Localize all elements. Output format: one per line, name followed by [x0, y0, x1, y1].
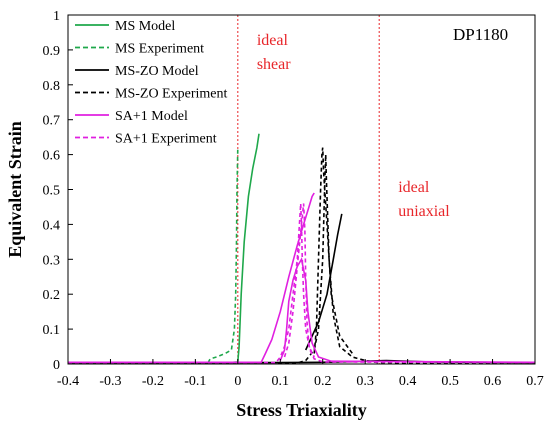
legend-label-2: MS-ZO Model: [115, 64, 199, 79]
y-tick-label-4: 0.4: [43, 218, 61, 233]
series-line-5-b: [283, 203, 315, 358]
x-tick-label-9: 0.5: [441, 374, 459, 389]
x-tick-label-8: 0.4: [399, 374, 417, 389]
x-tick-label-6: 0.2: [314, 374, 332, 389]
legend-label-5: SA+1 Experiment: [115, 132, 217, 147]
axis-ticks: -0.4 -0.3 -0.2 -0.1 0 0.1 0.2 0.3 0.4 0.5 0.6 0.7 0 0…: [43, 9, 544, 389]
y-tick-label-5: 0.5: [43, 184, 61, 199]
series-line-1: [68, 147, 239, 364]
legend: MS Model MS Experiment MS-ZO Model MS-ZO Ex…: [75, 19, 227, 147]
series-line-4: [68, 192, 315, 364]
reference-label-1-1: uniaxial: [398, 203, 450, 220]
reference-label-0-1: shear: [257, 56, 291, 73]
y-tick-label-6: 0.6: [43, 149, 61, 164]
legend-label-1: MS Experiment: [115, 42, 204, 57]
x-tick-label-7: 0.3: [356, 374, 374, 389]
legend-label-3: MS-ZO Experiment: [115, 87, 227, 102]
legend-label-0: MS Model: [115, 19, 175, 34]
x-tick-label-0: -0.4: [57, 374, 79, 389]
x-tick-label-2: -0.2: [142, 374, 164, 389]
reference-label-1-0: ideal: [398, 179, 430, 196]
y-tick-label-7: 0.7: [43, 114, 61, 129]
y-tick-label-0: 0: [53, 358, 60, 373]
x-tick-label-1: -0.3: [99, 374, 121, 389]
y-tick-label-10: 1: [53, 9, 60, 24]
reference-label-0-0: ideal: [257, 32, 289, 49]
legend-label-4: SA+1 Model: [115, 109, 188, 124]
y-tick-label-9: 0.9: [43, 44, 61, 59]
x-tick-label-5: 0.1: [272, 374, 290, 389]
y-tick-label-2: 0.2: [43, 288, 61, 303]
y-tick-label-3: 0.3: [43, 253, 61, 268]
y-axis-label: Equivalent Strain: [5, 121, 25, 258]
x-tick-label-4: 0: [234, 374, 241, 389]
chart-title: DP1180: [453, 25, 508, 44]
series-line-4-b: [279, 257, 536, 364]
y-tick-label-8: 0.8: [43, 79, 61, 94]
y-tick-label-1: 0.1: [43, 323, 61, 338]
x-tick-label-11: 0.7: [526, 374, 544, 389]
x-tick-label-10: 0.6: [484, 374, 502, 389]
x-axis-label: Stress Triaxiality: [236, 400, 367, 420]
x-tick-label-3: -0.1: [184, 374, 206, 389]
series-line-3-b: [313, 147, 354, 354]
reference-lines: ideal shear ideal uniaxial: [237, 15, 450, 364]
